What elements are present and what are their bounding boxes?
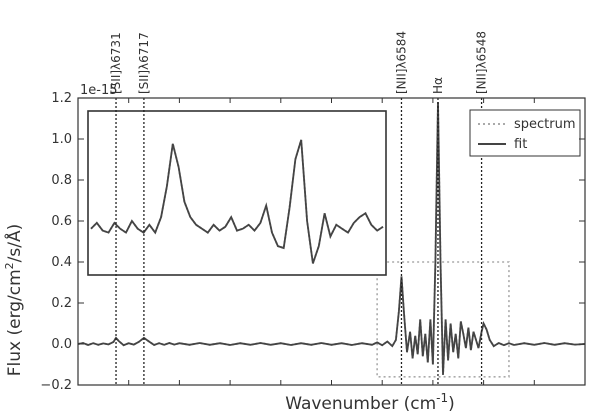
x-axis-title: Wavenumber (cm-1) [285, 391, 455, 414]
emission-line-label-0: [SII]λ6731 [109, 32, 123, 94]
axes: 1.2 1.0 0.8 0.6 0.4 0.2 0.0 −0.2 [40, 91, 586, 393]
y-axis-title-main: Flux (erg/cm [5, 269, 25, 376]
legend-label-fit: fit [514, 137, 527, 152]
plot-area [77, 102, 586, 378]
x-axis-title-close: ) [448, 394, 455, 414]
y-tick-label-4: 0.4 [51, 255, 72, 270]
legend-label-spectrum: spectrum [514, 117, 576, 132]
y-tick-label-6: 0.0 [51, 337, 72, 352]
emission-line-label-4: [NII]λ6548 [475, 31, 489, 94]
emission-line-label-3: Hα [431, 77, 445, 94]
inset-plot [87, 110, 387, 276]
y-tick-label-5: 0.2 [51, 296, 72, 311]
emission-lines: [SII]λ6731 [SII]λ6717 [NII]λ6584 Hα [NII]λ65… [109, 31, 489, 385]
y-tick-label-3: 0.6 [51, 214, 72, 229]
y-axis-title-sup: 2 [3, 262, 16, 269]
y-tick-label-2: 0.8 [51, 173, 72, 188]
y-axis-title-rest: /s/Å) [3, 224, 25, 263]
inset-frame [87, 110, 387, 276]
y-exponent: 1e-15 [80, 83, 118, 98]
y-tick-label-1: 1.0 [51, 132, 72, 147]
zoom-region-box [376, 261, 510, 378]
y-tick-label-0: 1.2 [51, 91, 72, 106]
legend: spectrum fit [469, 109, 581, 157]
inset-fit-line [90, 139, 384, 264]
y-tick-label-7: −0.2 [40, 378, 72, 393]
x-axis-title-main: Wavenumber (cm [285, 394, 436, 414]
x-axis-title-sup: -1 [436, 391, 448, 405]
y-axis-title: Flux (erg/cm2/s/Å) [3, 224, 25, 377]
legend-box [469, 109, 581, 157]
emission-line-label-1: [SII]λ6717 [137, 32, 151, 94]
emission-line-label-2: [NII]λ6584 [394, 31, 408, 94]
series-fit-line [77, 102, 586, 375]
